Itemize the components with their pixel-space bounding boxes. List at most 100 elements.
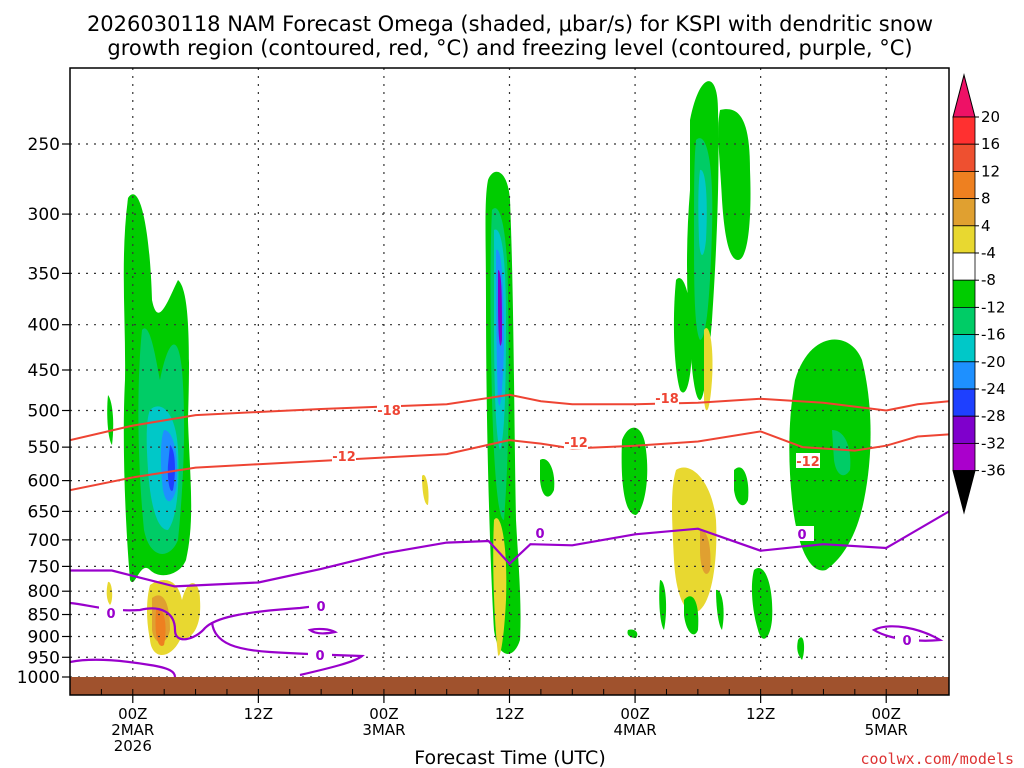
- y-tick-label: 450: [28, 361, 60, 381]
- omega-region: [704, 328, 713, 411]
- contour-label-bg: [564, 434, 588, 449]
- y-tick-label: 300: [28, 205, 60, 225]
- contour-label-bg: [308, 647, 332, 662]
- contour-label: -12: [796, 455, 820, 470]
- colorbar-swatch: [952, 198, 976, 227]
- y-tick-label: 250: [28, 135, 60, 155]
- y-tick-label: 800: [28, 582, 60, 602]
- omega-region: [167, 445, 175, 491]
- x-axis-label: Forecast Time (UTC): [414, 747, 605, 768]
- freezing-level-contour: [70, 601, 331, 641]
- omega-region: [734, 467, 749, 506]
- contour-label: 0: [315, 649, 324, 664]
- contours: -18 -18 -12 -12 -12 0 0 0 0 0 0: [70, 390, 949, 678]
- contour-label-bg: [655, 390, 679, 405]
- omega-region: [107, 395, 114, 445]
- omega-region: [627, 629, 638, 638]
- x-tick-label: 00Z: [872, 705, 901, 723]
- x-tick-label: 2MAR: [111, 721, 154, 739]
- y-axis: 2503003504004505005506006507007508008509…: [17, 135, 70, 688]
- colorbar-swatch: [952, 116, 976, 145]
- colorbar-label: -20: [981, 353, 1006, 371]
- gridlines: [70, 68, 949, 695]
- y-tick-label: 650: [28, 502, 60, 522]
- y-tick-label: 350: [28, 264, 60, 284]
- colorbar-swatch: [952, 361, 976, 390]
- x-tick-label: 5MAR: [865, 721, 908, 739]
- omega-region: [718, 109, 751, 261]
- colorbar-swatch: [952, 388, 976, 417]
- colorbar-label: -12: [981, 298, 1006, 316]
- credit-text: coolwx.com/models: [860, 750, 1014, 768]
- omega-region: [700, 529, 711, 574]
- contour-label: 0: [902, 634, 911, 649]
- contour-label-bg: [99, 605, 123, 620]
- dgz-contour-minus18: [70, 393, 949, 442]
- freezing-level-contour: [871, 625, 944, 642]
- contour-label: 0: [797, 528, 806, 543]
- omega-shading: [106, 81, 871, 660]
- colorbar-top-arrow: [952, 73, 976, 118]
- colorbar-label: -28: [981, 407, 1006, 425]
- colorbar-bottom-arrow: [952, 470, 976, 515]
- y-tick-label: 400: [28, 316, 60, 336]
- colorbar-swatch: [952, 225, 976, 254]
- colorbar-swatch: [952, 143, 976, 172]
- omega-region: [621, 427, 648, 515]
- omega-region: [751, 568, 773, 639]
- contour-label-bg: [528, 525, 552, 540]
- y-tick-label: 500: [28, 402, 60, 422]
- freezing-level-contour: [70, 658, 177, 678]
- contour-label-bg: [790, 526, 814, 541]
- colorbar-label: -16: [981, 326, 1006, 344]
- contour-label: -12: [564, 436, 588, 451]
- colorbar-label: -24: [981, 380, 1006, 398]
- y-tick-label: 600: [28, 472, 60, 492]
- x-tick-label: 3MAR: [362, 721, 405, 739]
- contour-label: -18: [655, 392, 679, 407]
- colorbar-swatch: [952, 170, 976, 199]
- colorbar-label: 4: [981, 217, 991, 235]
- freezing-level-contour: [210, 621, 365, 677]
- contour-label: 0: [316, 600, 325, 615]
- x-tick-label: 12Z: [244, 705, 273, 723]
- contour-label: 0: [106, 607, 115, 622]
- contour-label-bg: [309, 598, 333, 613]
- omega-region: [684, 596, 699, 635]
- x-tick-label: 2026: [114, 737, 152, 755]
- y-tick-label: 850: [28, 606, 60, 626]
- colorbar-label: -32: [981, 434, 1006, 452]
- colorbar-label: 8: [981, 190, 991, 208]
- omega-region: [797, 637, 805, 660]
- x-tick-label: 12Z: [746, 705, 775, 723]
- colorbar-label: -36: [981, 462, 1006, 480]
- x-tick-label: 12Z: [495, 705, 524, 723]
- colorbar-swatch: [952, 334, 976, 363]
- colorbar-swatch: [952, 415, 976, 444]
- y-tick-label: 700: [28, 531, 60, 551]
- x-tick-label: 00Z: [118, 705, 147, 723]
- y-tick-label: 550: [28, 438, 60, 458]
- chart-title-line1: 2026030118 NAM Forecast Omega (shaded, μ…: [87, 12, 933, 36]
- omega-region: [789, 339, 871, 571]
- colorbar-swatch: [952, 279, 976, 308]
- contour-label: -12: [332, 450, 356, 465]
- y-tick-label: 950: [28, 648, 60, 668]
- contour-label-bg: [332, 448, 356, 463]
- omega-region: [832, 430, 851, 476]
- omega-region: [422, 474, 429, 505]
- chart-title-line2: growth region (contoured, red, °C) and f…: [107, 36, 912, 60]
- omega-region: [493, 518, 507, 656]
- colorbar: 20 16 12 8 4 -4 -8 -12 -16 -20 -24 -28 -32 -36: [952, 73, 1006, 515]
- omega-region: [716, 589, 724, 630]
- x-tick-label: 4MAR: [613, 721, 656, 739]
- x-tick-label: 00Z: [369, 705, 398, 723]
- omega-region: [659, 580, 667, 630]
- contour-label: 0: [535, 527, 544, 542]
- omega-region: [698, 169, 707, 255]
- freezing-level-contour: [307, 627, 339, 635]
- freezing-level-contour: [70, 510, 949, 588]
- colorbar-swatch: [952, 252, 976, 281]
